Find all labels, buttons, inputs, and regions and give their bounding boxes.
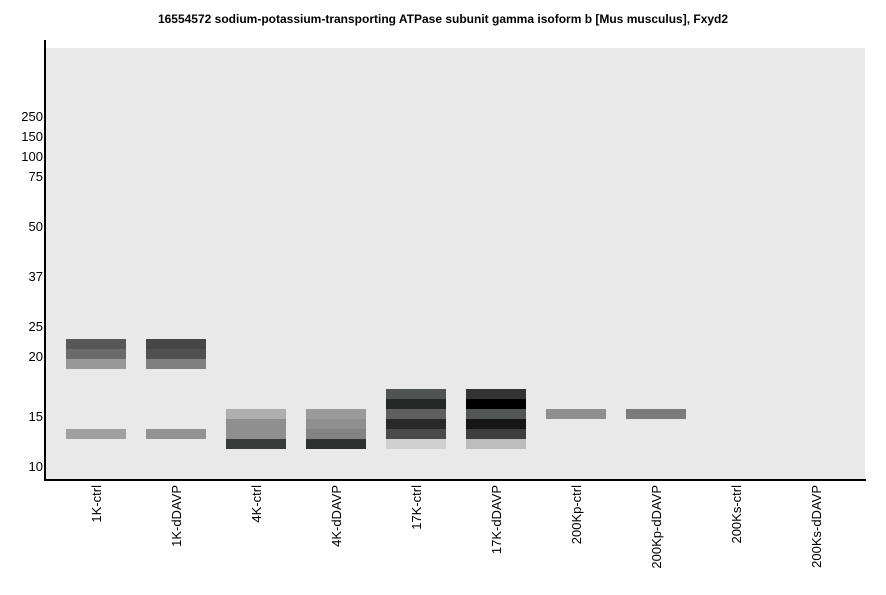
y-tick-label: 150 — [21, 129, 43, 144]
y-tick-label: 50 — [29, 219, 43, 234]
band-1K-ctrl — [66, 339, 126, 349]
band-17K-ctrl — [386, 439, 446, 449]
band-200Kp-dDAVP — [626, 409, 686, 419]
band-1K-ctrl — [66, 359, 126, 369]
band-17K-dDAVP — [466, 439, 526, 449]
band-4K-ctrl — [226, 409, 286, 419]
lane-label: 200Kp-dDAVP — [649, 485, 664, 569]
band-17K-dDAVP — [466, 399, 526, 409]
lane-label: 1K-dDAVP — [169, 485, 184, 547]
band-4K-dDAVP — [306, 409, 366, 419]
lane-label: 17K-dDAVP — [489, 485, 504, 554]
band-1K-dDAVP — [146, 429, 206, 439]
y-tick-label: 20 — [29, 349, 43, 364]
band-17K-ctrl — [386, 389, 446, 399]
band-17K-dDAVP — [466, 429, 526, 439]
y-tick-label: 75 — [29, 169, 43, 184]
y-tick-label: 250 — [21, 109, 43, 124]
lane-label: 200Kp-ctrl — [569, 485, 584, 544]
band-1K-dDAVP — [146, 349, 206, 359]
lane-label: 200Ks-ctrl — [729, 485, 744, 544]
plot-background — [45, 48, 865, 480]
lane-label: 200Ks-dDAVP — [809, 485, 824, 568]
band-1K-ctrl — [66, 349, 126, 359]
band-1K-dDAVP — [146, 359, 206, 369]
band-17K-dDAVP — [466, 409, 526, 419]
band-17K-ctrl — [386, 429, 446, 439]
band-17K-ctrl — [386, 409, 446, 419]
lane-label: 4K-dDAVP — [329, 485, 344, 547]
y-tick-label: 100 — [21, 149, 43, 164]
band-4K-ctrl — [226, 439, 286, 449]
band-200Kp-ctrl — [546, 409, 606, 419]
band-17K-ctrl — [386, 419, 446, 429]
band-4K-ctrl — [226, 419, 286, 429]
band-17K-dDAVP — [466, 419, 526, 429]
chart-title: 16554572 sodium-potassium-transporting A… — [157, 12, 729, 26]
y-tick-label: 25 — [29, 319, 43, 334]
lane-label: 17K-ctrl — [409, 485, 424, 530]
band-17K-ctrl — [386, 399, 446, 409]
band-1K-ctrl — [66, 429, 126, 439]
band-4K-dDAVP — [306, 429, 366, 439]
band-1K-dDAVP — [146, 339, 206, 349]
band-4K-dDAVP — [306, 439, 366, 449]
y-tick-label: 15 — [29, 409, 43, 424]
band-4K-ctrl — [226, 429, 286, 439]
lane-label: 4K-ctrl — [249, 485, 264, 523]
band-4K-dDAVP — [306, 419, 366, 429]
y-tick-label: 10 — [29, 459, 43, 474]
lane-label: 1K-ctrl — [89, 485, 104, 523]
y-tick-label: 37 — [29, 269, 43, 284]
band-17K-dDAVP — [466, 389, 526, 399]
